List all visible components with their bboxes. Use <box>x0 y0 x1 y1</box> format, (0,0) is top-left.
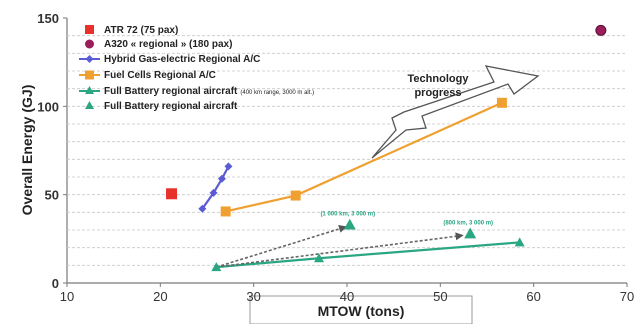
grid <box>67 35 627 266</box>
callout-line1: Technology <box>408 73 470 85</box>
data-point-series-2 <box>209 188 218 197</box>
data-point-series-3 <box>220 206 231 217</box>
y-tick-label: 150 <box>37 11 59 26</box>
legend-label-a320: A320 « regional » (180 pax) <box>104 39 232 50</box>
x-axis-title-box <box>249 295 473 324</box>
legend-item-a320: A320 « regional » (180 pax) <box>85 39 232 50</box>
data-point-series-4 <box>314 253 324 263</box>
x-axis-title: MTOW (tons) <box>318 303 405 319</box>
legend-marker-a320 <box>85 39 94 49</box>
legend-marker-battery-line <box>85 86 94 94</box>
legend-marker-atr72 <box>85 25 94 34</box>
data-point-series-5 <box>464 227 477 239</box>
callout-line2: progress <box>414 87 461 99</box>
data-point-series-3 <box>290 190 301 201</box>
x-tick-label: 60 <box>526 289 540 304</box>
legend-label-fuel-cells: Fuel Cells Regional A/C <box>104 70 216 81</box>
progress-arrow-head <box>455 232 464 241</box>
legend-item-fuel-cells: Fuel Cells Regional A/C <box>79 70 216 81</box>
series-line-4 <box>216 241 520 269</box>
x-tick-label: 70 <box>620 289 634 304</box>
legend-label-atr72: ATR 72 (75 pax) <box>104 25 178 36</box>
legend-item-battery-points: Full Battery regional aircraft <box>85 101 238 112</box>
series-line-3 <box>225 101 503 213</box>
legend-marker-hybrid <box>85 55 94 63</box>
progress-arrow-head <box>338 225 347 233</box>
callout-arrow-shape <box>371 65 540 159</box>
y-axis-title: Overall Energy (GJ) <box>19 85 35 216</box>
legend-label-battery-line-main: Full Battery regional aircraft <box>104 86 238 97</box>
arrows <box>216 225 464 268</box>
data-point-series-2 <box>217 174 226 183</box>
legend-label-battery-line: Full Battery regional aircraft (400 km ra… <box>104 86 314 97</box>
annotation-label: (800 km, 3 000 m) <box>443 221 493 227</box>
data-point-series-4 <box>514 237 525 247</box>
y-tick-label: 0 <box>52 276 59 291</box>
data-point-series-4 <box>211 262 222 272</box>
legend-label-battery-points: Full Battery regional aircraft <box>104 101 238 112</box>
x-tick-label: 40 <box>340 289 354 304</box>
series-markers <box>166 24 607 272</box>
legend-item-hybrid: Hybrid Gas-electric Regional A/C <box>79 54 260 65</box>
progress-arrow-line <box>216 225 348 268</box>
ticks: 10 20 30 40 50 60 70 0 50 100 150 <box>37 11 634 304</box>
data-point-series-2 <box>198 204 207 213</box>
annotation-label: (1 000 km, 3 000 m) <box>320 212 375 218</box>
progress-arrow-line <box>216 234 464 268</box>
legend: ATR 72 (75 pax) A320 « regional » (180 p… <box>79 25 314 112</box>
legend-label-hybrid: Hybrid Gas-electric Regional A/C <box>104 54 260 65</box>
x-tick-label: 50 <box>433 289 447 304</box>
x-tick-label: 30 <box>246 289 260 304</box>
legend-item-atr72: ATR 72 (75 pax) <box>85 25 178 36</box>
data-point-series-3 <box>496 97 507 108</box>
data-point-series-1 <box>595 24 607 36</box>
y-tick-label: 100 <box>37 99 59 114</box>
technology-progress-callout: Technology progress <box>371 65 540 159</box>
annotations: (1 000 km, 3 000 m) (800 km, 3 000 m) <box>320 212 493 227</box>
data-point-series-0 <box>166 188 178 200</box>
data-point-series-5 <box>343 218 356 230</box>
x-tick-label: 20 <box>153 289 167 304</box>
legend-item-battery-line: Full Battery regional aircraft (400 km ra… <box>79 86 314 97</box>
data-point-series-2 <box>224 162 233 171</box>
legend-marker-battery-points <box>85 101 94 109</box>
series-lines <box>201 101 520 269</box>
legend-marker-fuel-cells <box>85 70 94 80</box>
legend-label-battery-line-note: (400 km range, 3000 m alt.) <box>240 90 314 96</box>
x-tick-label: 10 <box>60 289 74 304</box>
series-line-2 <box>201 165 230 210</box>
y-tick-label: 50 <box>45 188 59 203</box>
